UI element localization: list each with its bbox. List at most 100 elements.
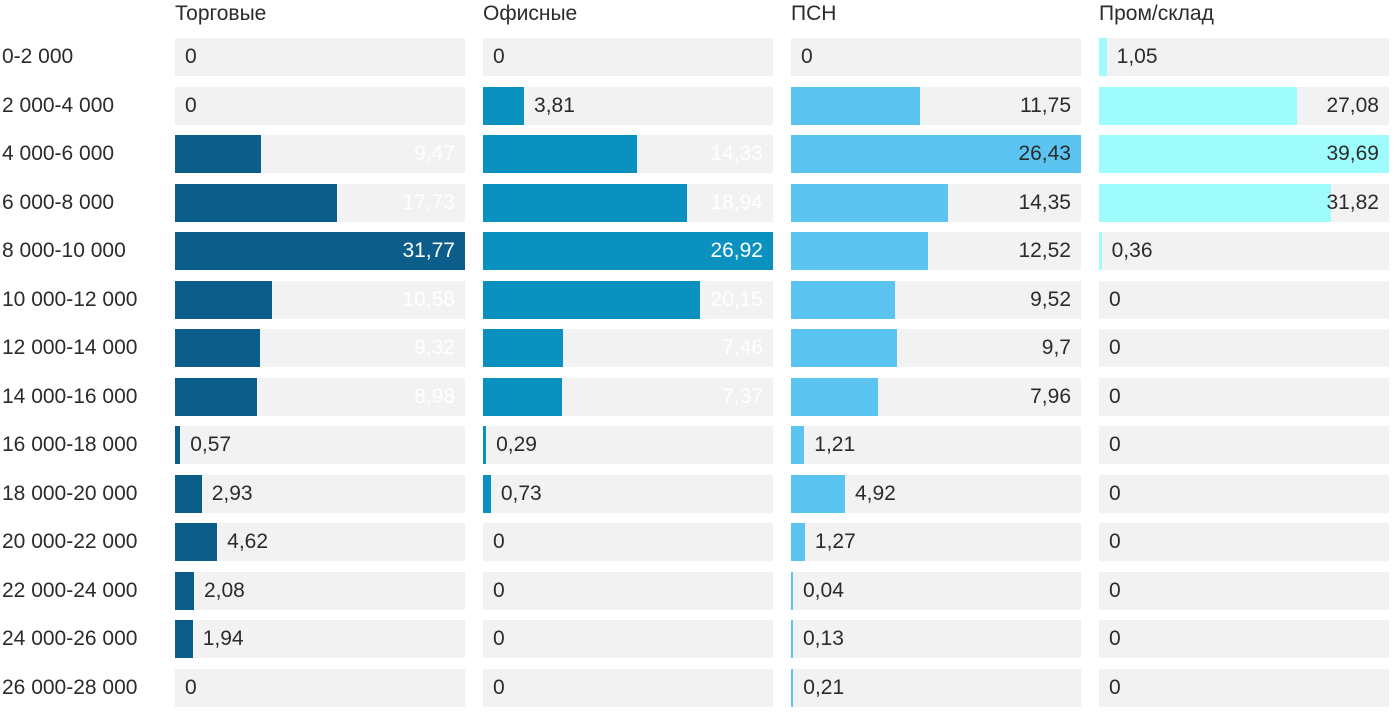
bar-track: 0 bbox=[175, 38, 465, 76]
bar-value-label: 0 bbox=[1109, 675, 1121, 699]
bar bbox=[175, 135, 262, 173]
bar-track: 4,62 bbox=[175, 523, 465, 561]
bar bbox=[791, 523, 805, 561]
bar bbox=[791, 474, 845, 513]
bar bbox=[483, 329, 564, 367]
bar bbox=[791, 329, 898, 367]
bar-track: 9,47 bbox=[175, 135, 465, 173]
bar bbox=[791, 571, 793, 610]
bar-cell: 0 bbox=[1099, 377, 1389, 416]
bar-value-label: 26,92 bbox=[710, 239, 763, 262]
bar-track: 0 bbox=[1099, 571, 1389, 610]
bar-track: 1,05 bbox=[1099, 38, 1389, 76]
bar-track: 0 bbox=[175, 668, 465, 707]
bar-track: 14,33 bbox=[483, 135, 773, 173]
bar-value-label: 0 bbox=[185, 45, 197, 68]
bar-track: 0 bbox=[1099, 668, 1389, 707]
bar-cell: 12,52 bbox=[791, 232, 1081, 270]
bar-cell: 0 bbox=[483, 620, 773, 658]
bar-track: 17,73 bbox=[175, 183, 465, 222]
bar-cell: 9,52 bbox=[791, 280, 1081, 319]
chart-corner-spacer bbox=[0, 0, 157, 38]
bar bbox=[175, 620, 193, 658]
bar-value-label: 0,36 bbox=[1111, 239, 1153, 262]
bar-track: 31,82 bbox=[1099, 183, 1389, 222]
bar-cell: 2,93 bbox=[175, 474, 465, 513]
bar bbox=[483, 280, 701, 319]
bar-track: 0 bbox=[1099, 377, 1389, 416]
row-label: 12 000-14 000 bbox=[2, 336, 138, 359]
bar-cell: 0,36 bbox=[1099, 232, 1389, 270]
bar-track: 0 bbox=[791, 38, 1081, 76]
bar-track: 26,43 bbox=[791, 135, 1081, 173]
bar-value-label: 4,92 bbox=[854, 481, 896, 505]
bar-track: 20,15 bbox=[483, 280, 773, 319]
bar-cell: 4,62 bbox=[175, 523, 465, 561]
bar bbox=[483, 135, 638, 173]
bar-cell: 0 bbox=[1099, 280, 1389, 319]
bar-cell: 0 bbox=[1099, 571, 1389, 610]
column-header-3: Пром/склад bbox=[1099, 2, 1214, 25]
bar-cell: 26,43 bbox=[791, 135, 1081, 173]
row-label: 8 000-10 000 bbox=[2, 239, 126, 262]
bar-cell: 0 bbox=[1099, 620, 1389, 658]
bar-cell: 11,75 bbox=[791, 86, 1081, 125]
bar-value-label: 0 bbox=[1109, 433, 1121, 456]
bar bbox=[791, 280, 896, 319]
bar-track: 0 bbox=[1099, 280, 1389, 319]
bar-cell: 0,73 bbox=[483, 474, 773, 513]
bar-value-label: 0 bbox=[1109, 481, 1121, 505]
bar-track: 0 bbox=[483, 668, 773, 707]
bar-track: 0 bbox=[483, 571, 773, 610]
bar-value-label: 0 bbox=[185, 93, 197, 117]
bar bbox=[175, 571, 194, 610]
bar-value-label: 7,37 bbox=[722, 384, 763, 408]
bar bbox=[791, 377, 879, 416]
bar-cell: 18,94 bbox=[483, 183, 773, 222]
bar-cell: 39,69 bbox=[1099, 135, 1389, 173]
bar-track: 7,37 bbox=[483, 377, 773, 416]
bar-track: 2,93 bbox=[175, 474, 465, 513]
bar-track: 31,77 bbox=[175, 232, 465, 270]
row-label: 20 000-22 000 bbox=[2, 530, 138, 553]
bar-cell: 0,13 bbox=[791, 620, 1081, 658]
bar-track: 0 bbox=[1099, 474, 1389, 513]
bar bbox=[175, 329, 261, 367]
bar-value-label: 2,93 bbox=[211, 481, 253, 505]
bar-cell: 9,47 bbox=[175, 135, 465, 173]
bar-cell: 0,04 bbox=[791, 571, 1081, 610]
row-label: 2 000-4 000 bbox=[2, 93, 115, 117]
bar-cell: 0 bbox=[791, 38, 1081, 76]
bar-track: 0,29 bbox=[483, 426, 773, 464]
bar-value-label: 20,15 bbox=[710, 287, 763, 311]
bar-cell: 7,46 bbox=[483, 329, 773, 367]
bar-value-label: 17,73 bbox=[402, 190, 455, 214]
bar-value-label: 9,32 bbox=[414, 336, 455, 359]
bar-cell: 9,7 bbox=[791, 329, 1081, 367]
bar-value-label: 10,58 bbox=[402, 287, 455, 311]
bar-value-label: 0 bbox=[1109, 627, 1121, 650]
bar-cell: 7,37 bbox=[483, 377, 773, 416]
bar bbox=[175, 523, 218, 561]
bar bbox=[175, 183, 337, 222]
bar-track: 7,46 bbox=[483, 329, 773, 367]
bar-track: 18,94 bbox=[483, 183, 773, 222]
bar-value-label: 2,08 bbox=[203, 578, 245, 602]
bar-cell: 0 bbox=[1099, 426, 1389, 464]
bar-value-label: 0 bbox=[493, 675, 505, 699]
bar-track: 0 bbox=[1099, 426, 1389, 464]
bar-track: 0 bbox=[1099, 523, 1389, 561]
bar-track: 0 bbox=[175, 86, 465, 125]
row-label: 26 000-28 000 bbox=[2, 675, 138, 699]
bar-value-label: 0 bbox=[185, 675, 197, 699]
bar-cell: 0 bbox=[483, 571, 773, 610]
bar bbox=[1099, 183, 1332, 222]
bar-track: 1,27 bbox=[791, 523, 1081, 561]
bar-track: 9,32 bbox=[175, 329, 465, 367]
bar-value-label: 0 bbox=[1109, 287, 1121, 311]
bar bbox=[791, 232, 929, 270]
bar-value-label: 3,81 bbox=[534, 93, 575, 117]
bar-track: 1,94 bbox=[175, 620, 465, 658]
bar-value-label: 0 bbox=[493, 578, 505, 602]
